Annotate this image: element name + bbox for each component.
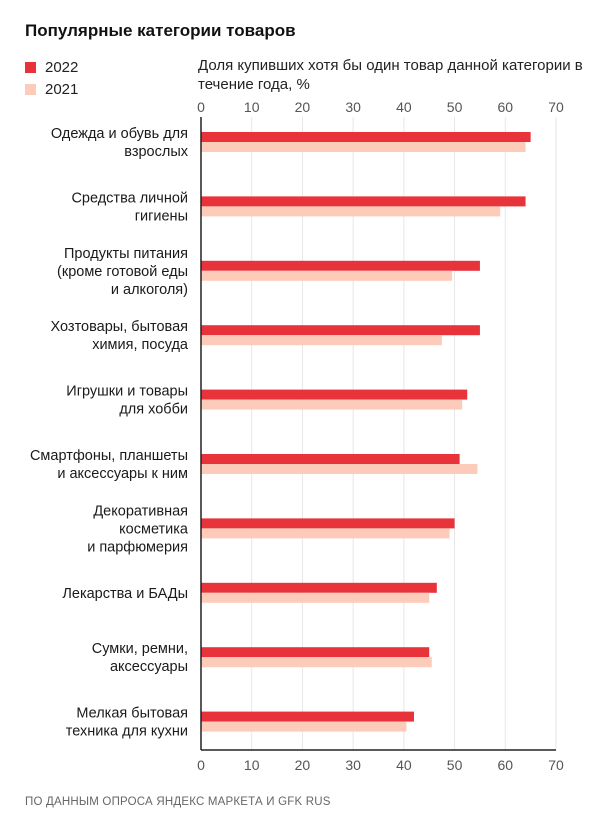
bar-2022-10 (201, 711, 414, 722)
x-tick-label-top: 40 (396, 99, 412, 115)
bar-2022-9 (201, 647, 430, 658)
category-label: косметика (119, 521, 189, 537)
x-tick-label-top: 20 (295, 99, 311, 115)
category-label: Продукты питания (64, 246, 188, 262)
legend-label-2022: 2022 (45, 58, 79, 76)
chart-subtitle: Доля купивших хотя бы один товар данной … (198, 57, 583, 93)
bar-2022-8 (201, 582, 437, 593)
legend-swatch-2021 (25, 83, 36, 95)
x-tick-label-bottom: 30 (345, 757, 361, 773)
category-label: Смартфоны, планшеты (30, 448, 188, 464)
x-tick-label-bottom: 40 (396, 757, 412, 773)
bar-2021-10 (201, 721, 407, 732)
bar-2022-3 (201, 260, 480, 271)
legend-label-2021: 2021 (45, 80, 79, 98)
category-label: Сумки, ремни, (92, 641, 188, 657)
x-tick-label-bottom: 20 (295, 757, 311, 773)
bar-2021-7 (201, 528, 450, 539)
chart-title: Популярные категории товаров (25, 21, 296, 40)
bar-2021-9 (201, 657, 432, 668)
category-label: Игрушки и товары (66, 384, 188, 400)
legend-item-2021: 2021 (25, 78, 78, 100)
category-label: техника для кухни (66, 724, 188, 740)
bar-2022-5 (201, 389, 468, 400)
bar-2021-8 (201, 592, 430, 603)
bar-2022-6 (201, 454, 460, 464)
x-tick-label-top: 30 (345, 99, 361, 115)
category-label: и аксессуары к ним (57, 466, 188, 482)
source-note: ПО ДАННЫМ ОПРОСА ЯНДЕКС МАРКЕТА И GFK RU… (25, 796, 331, 808)
bar-2021-3 (201, 270, 453, 281)
bar-2021-6 (201, 464, 478, 474)
category-label: Декоративная (93, 503, 188, 519)
x-tick-label-bottom: 70 (548, 757, 564, 773)
bar-2022-1 (201, 132, 531, 142)
category-label: и алкоголя) (111, 282, 188, 298)
category-label: Хозтовары, бытовая (51, 319, 188, 335)
x-tick-label-top: 10 (244, 99, 260, 115)
bar-2022-2 (201, 196, 526, 207)
bar-2021-5 (201, 399, 463, 410)
category-label: аксессуары (110, 659, 188, 675)
bar-2021-2 (201, 206, 501, 217)
category-label: гигиены (135, 208, 188, 224)
category-label: Мелкая бытовая (76, 706, 188, 722)
bar-2021-4 (201, 335, 442, 346)
x-tick-label-top: 50 (447, 99, 463, 115)
x-tick-label-bottom: 0 (197, 757, 205, 773)
x-tick-label-bottom: 50 (447, 757, 463, 773)
legend: 2022 2021 (25, 56, 78, 100)
x-tick-label-top: 60 (497, 99, 513, 115)
category-label: для хобби (119, 402, 188, 418)
legend-swatch-2022 (25, 61, 36, 73)
category-label: химия, посуда (92, 337, 189, 353)
category-label: Одежда и обувь для (51, 126, 188, 142)
x-tick-label-top: 70 (548, 99, 564, 115)
x-tick-label-bottom: 10 (244, 757, 260, 773)
category-label: взрослых (124, 144, 188, 160)
bar-2021-1 (201, 142, 526, 152)
x-tick-label-top: 0 (197, 99, 205, 115)
x-tick-label-bottom: 60 (497, 757, 513, 773)
bar-2022-4 (201, 325, 480, 336)
category-label: (кроме готовой еды (57, 264, 188, 280)
category-label: и парфюмерия (87, 539, 188, 555)
category-label: Лекарства и БАДы (62, 586, 188, 602)
legend-item-2022: 2022 (25, 56, 78, 78)
bar-2022-7 (201, 518, 455, 529)
category-label: Средства личной (71, 190, 188, 206)
